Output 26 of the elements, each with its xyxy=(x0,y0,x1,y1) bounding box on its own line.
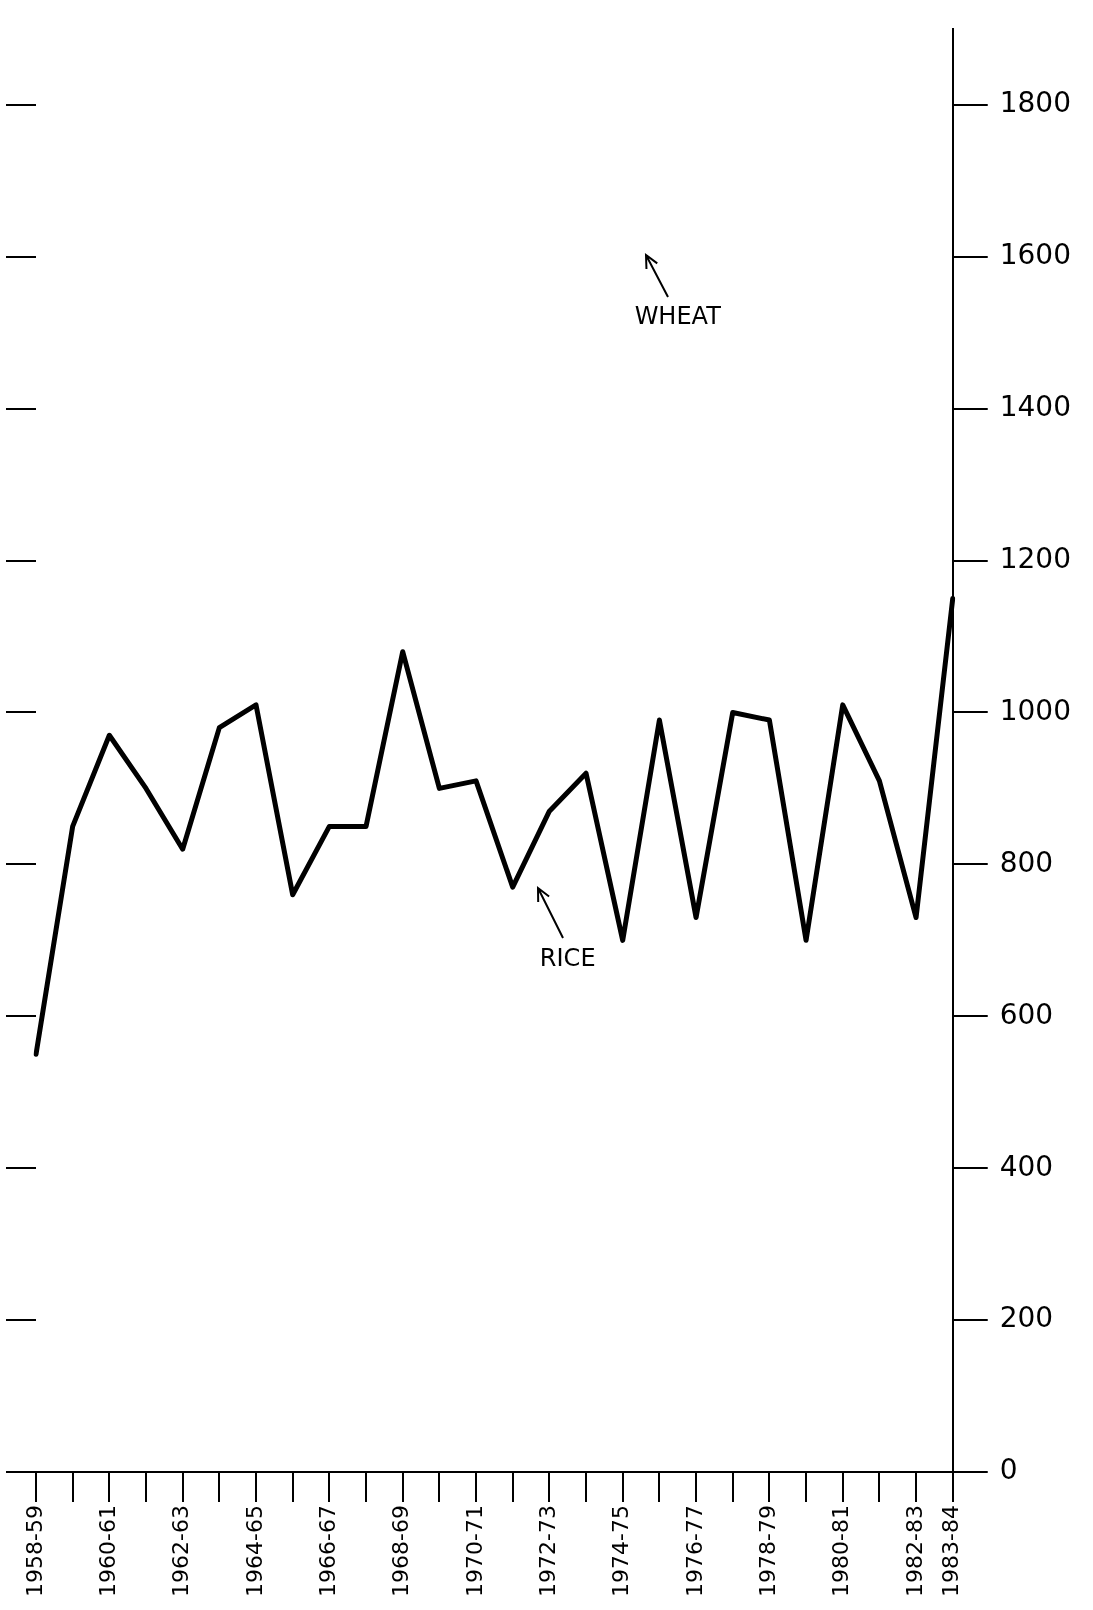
x-tick-label: 1966-67 xyxy=(315,1505,341,1597)
x-tick-label: 1964-65 xyxy=(241,1505,267,1597)
x-tick-label: 1980-81 xyxy=(828,1505,854,1597)
x-tick-label: 1958-59 xyxy=(21,1505,47,1597)
x-tick-label: 1982-83 xyxy=(901,1505,927,1597)
y-tick-label: 800 xyxy=(999,845,1054,879)
annotation: WHEAT xyxy=(634,301,722,330)
x-tick-label: 1974-75 xyxy=(608,1505,634,1597)
x-tick-label: 1968-69 xyxy=(388,1505,414,1597)
x-tick-label: 1970-71 xyxy=(461,1505,487,1597)
x-tick-label: 1960-61 xyxy=(95,1505,121,1597)
y-tick-label: 200 xyxy=(999,1301,1054,1335)
x-tick-label: 1983-84 xyxy=(938,1505,964,1597)
y-tick-label: 1400 xyxy=(999,389,1072,423)
y-tick-label: 600 xyxy=(999,997,1054,1031)
y-tick-label: 1800 xyxy=(999,86,1072,120)
x-tick-label: 1972-73 xyxy=(535,1505,561,1597)
y-tick-label: 400 xyxy=(999,1149,1054,1183)
y-tick-label: 0 xyxy=(999,1453,1018,1487)
y-tick-label: 1200 xyxy=(999,541,1072,575)
y-tick-label: 1000 xyxy=(999,693,1072,727)
x-tick-label: 1978-79 xyxy=(755,1505,781,1597)
x-tick-label: 1962-63 xyxy=(168,1505,194,1597)
annotation: RICE xyxy=(539,943,596,972)
y-tick-label: 1600 xyxy=(999,237,1072,271)
x-tick-label: 1976-77 xyxy=(681,1505,707,1597)
